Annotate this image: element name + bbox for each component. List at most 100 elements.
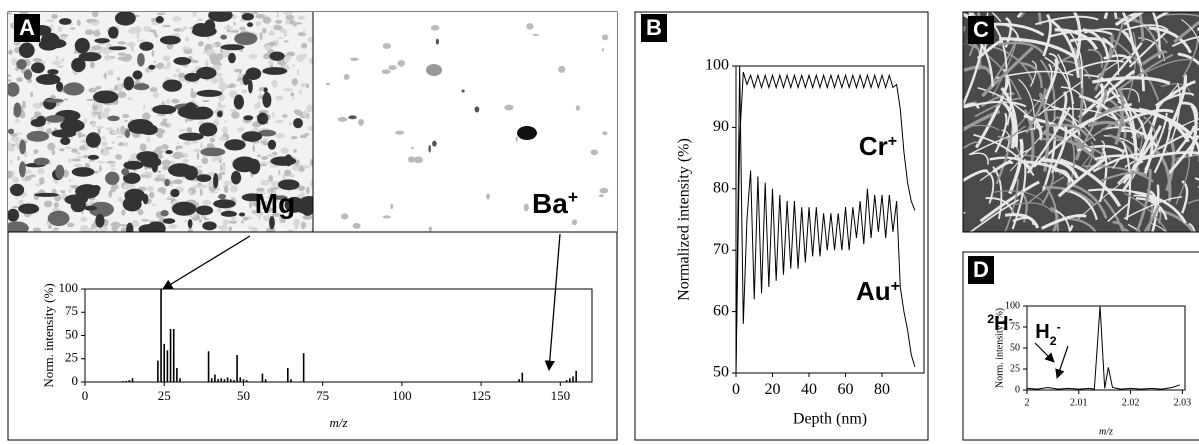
speckle bbox=[292, 23, 297, 27]
panel-d-frame bbox=[962, 251, 1199, 441]
fiber bbox=[1042, 13, 1052, 57]
fiber bbox=[1060, 86, 1087, 110]
speckle bbox=[177, 141, 180, 145]
stick bbox=[166, 350, 169, 382]
speckle bbox=[57, 26, 63, 33]
fiber bbox=[1187, 199, 1199, 204]
blob bbox=[428, 144, 431, 153]
speckle bbox=[51, 149, 56, 156]
stick bbox=[207, 351, 210, 382]
speckle bbox=[183, 220, 188, 223]
fiber bbox=[1095, 106, 1121, 120]
blob bbox=[220, 44, 245, 51]
fiber bbox=[1158, 92, 1195, 104]
blob bbox=[601, 47, 604, 52]
blob bbox=[228, 52, 236, 64]
speckle bbox=[262, 16, 272, 24]
speckle bbox=[282, 114, 288, 118]
speckle bbox=[54, 194, 62, 202]
speckle bbox=[37, 168, 45, 175]
speckle bbox=[52, 60, 61, 66]
blob bbox=[278, 179, 300, 191]
speckle bbox=[81, 210, 84, 215]
stick bbox=[239, 377, 242, 382]
speckle bbox=[154, 64, 162, 69]
blob bbox=[435, 38, 440, 45]
speckle bbox=[270, 181, 280, 187]
speckle bbox=[294, 22, 303, 25]
blob bbox=[123, 172, 141, 184]
fiber bbox=[963, 102, 980, 109]
speckle bbox=[260, 161, 268, 165]
fiber bbox=[1001, 129, 1010, 152]
speckle bbox=[190, 140, 200, 144]
speckle bbox=[115, 154, 123, 160]
speckle bbox=[229, 90, 238, 98]
speckle bbox=[141, 219, 150, 222]
speckle bbox=[10, 136, 20, 142]
fiber bbox=[1128, 30, 1168, 68]
speckle bbox=[275, 119, 284, 124]
speckle bbox=[84, 228, 94, 232]
annotation-part: - bbox=[1057, 320, 1061, 334]
fiber bbox=[1112, 221, 1125, 232]
speckle bbox=[262, 27, 267, 34]
fiber bbox=[1121, 140, 1132, 221]
fiber bbox=[996, 70, 1074, 79]
blob bbox=[33, 157, 50, 166]
speckle bbox=[285, 19, 290, 25]
speckle bbox=[166, 43, 174, 50]
fiber bbox=[1143, 116, 1158, 157]
speckle bbox=[47, 142, 56, 151]
blob bbox=[137, 52, 145, 67]
speckle bbox=[92, 103, 98, 111]
speckle bbox=[209, 137, 216, 143]
speckle bbox=[291, 164, 300, 171]
blob bbox=[220, 210, 237, 217]
fiber bbox=[1068, 30, 1084, 89]
blob bbox=[358, 118, 364, 126]
speckle bbox=[157, 170, 162, 174]
stick bbox=[172, 328, 175, 382]
speckle bbox=[91, 45, 102, 51]
speckle bbox=[228, 30, 239, 33]
speckle bbox=[95, 229, 98, 232]
speckle bbox=[103, 107, 111, 113]
blob bbox=[114, 12, 136, 26]
fiber bbox=[1008, 126, 1026, 140]
speckle bbox=[256, 187, 265, 192]
blob bbox=[413, 156, 424, 164]
blob bbox=[127, 119, 154, 133]
speckle bbox=[8, 145, 16, 152]
speckle bbox=[248, 201, 252, 209]
blob bbox=[558, 65, 566, 73]
fiber bbox=[992, 190, 1044, 203]
annotation-part: 2 bbox=[987, 312, 994, 326]
speckle bbox=[37, 127, 44, 132]
fiber bbox=[1087, 48, 1103, 69]
speckle bbox=[182, 46, 191, 51]
speckle bbox=[297, 31, 307, 37]
speckle bbox=[257, 213, 262, 220]
speckle bbox=[161, 129, 165, 134]
blob bbox=[51, 129, 77, 138]
speckle bbox=[248, 54, 258, 59]
speckle bbox=[104, 54, 111, 61]
blob bbox=[517, 126, 537, 140]
fiber bbox=[1171, 36, 1199, 48]
speckle bbox=[197, 18, 203, 22]
speckle bbox=[71, 158, 81, 162]
fiber bbox=[1016, 12, 1024, 19]
fiber bbox=[1098, 147, 1108, 203]
fiber bbox=[1140, 151, 1199, 161]
speckle bbox=[118, 224, 128, 227]
stick bbox=[518, 379, 520, 382]
blob bbox=[138, 224, 160, 232]
fiber bbox=[1032, 121, 1089, 168]
arrow bbox=[544, 233, 561, 372]
speckle bbox=[10, 133, 18, 137]
blob bbox=[123, 76, 134, 91]
speckle bbox=[275, 95, 284, 101]
speckle bbox=[8, 49, 13, 55]
data-line bbox=[1026, 305, 1180, 390]
